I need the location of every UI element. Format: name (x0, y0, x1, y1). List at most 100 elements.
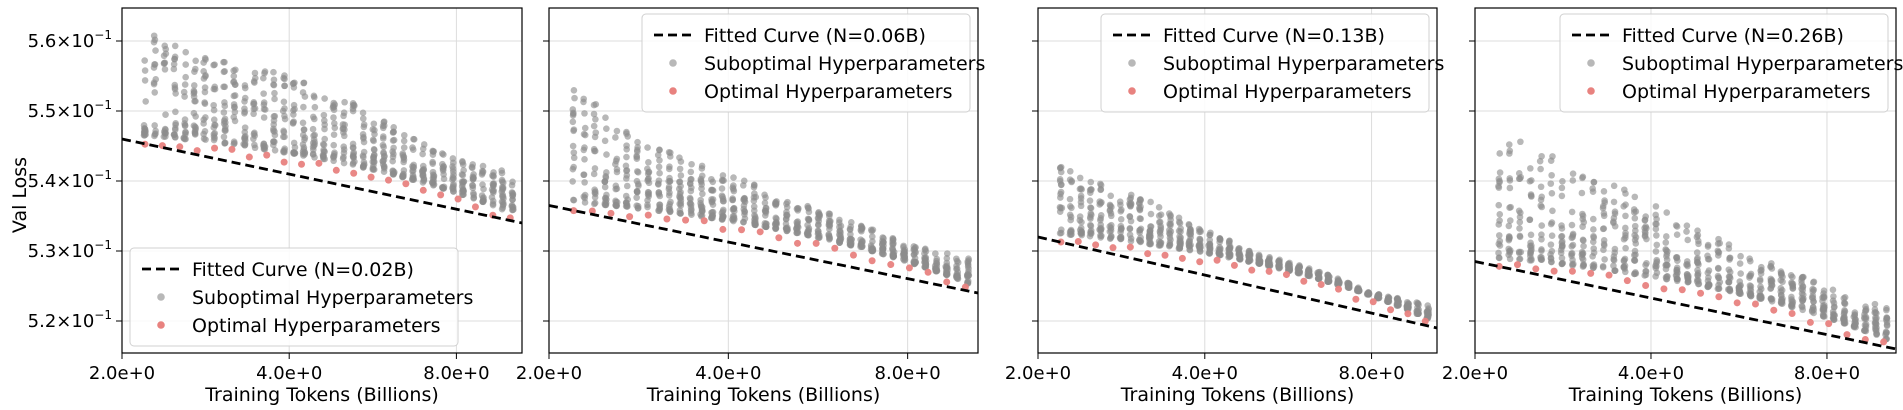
suboptimal-point (666, 201, 674, 208)
suboptimal-point (762, 223, 770, 231)
suboptimal-point (750, 203, 758, 210)
suboptimal-point (1506, 150, 1513, 157)
suboptimal-point (623, 203, 631, 210)
fitted-curve (1474, 260, 1897, 351)
suboptimal-point (470, 189, 477, 197)
suboptimal-point (1116, 234, 1124, 242)
y-tick-label: 5.2×10−1 (28, 308, 112, 332)
suboptimal-point (1538, 152, 1545, 160)
suboptimal-point (1789, 300, 1796, 308)
suboptimal-point (1167, 216, 1174, 224)
suboptimal-point (370, 120, 378, 128)
suboptimal-point (794, 229, 802, 237)
suboptimal-point (783, 203, 791, 211)
suboptimal-point (290, 149, 298, 157)
suboptimal-point (250, 78, 258, 85)
suboptimal-point (221, 140, 229, 147)
legend-suboptimal-swatch (157, 293, 165, 301)
suboptimal-point (826, 222, 833, 230)
suboptimal-point (1578, 189, 1586, 197)
optimal-point (1770, 306, 1778, 314)
suboptimal-point (190, 90, 198, 97)
suboptimal-point (301, 136, 308, 144)
suboptimal-point (192, 57, 199, 65)
suboptimal-point (1673, 271, 1681, 279)
suboptimal-point (170, 65, 178, 73)
suboptimal-point (509, 192, 517, 200)
suboptimal-point (1384, 298, 1392, 305)
suboptimal-point (182, 61, 190, 68)
suboptimal-point (1155, 212, 1163, 220)
suboptimal-point (868, 227, 876, 235)
suboptimal-point (1777, 291, 1785, 299)
suboptimal-point (1737, 252, 1744, 260)
suboptimal-point (1057, 229, 1065, 237)
suboptimal-point (590, 101, 598, 109)
suboptimal-point (1610, 214, 1618, 222)
suboptimal-point (410, 135, 417, 143)
suboptimal-point (1086, 186, 1094, 194)
fitted-curve (548, 204, 979, 295)
suboptimal-point (182, 128, 189, 136)
optimal-point (1126, 243, 1134, 251)
suboptimal-point (1196, 237, 1204, 244)
suboptimal-point (815, 234, 823, 241)
suboptimal-point (645, 168, 652, 176)
suboptimal-point (1496, 150, 1504, 157)
suboptimal-point (142, 131, 149, 138)
suboptimal-point (320, 111, 328, 119)
suboptimal-point (1840, 315, 1847, 323)
optimal-point (849, 251, 857, 259)
suboptimal-point (1146, 240, 1154, 248)
suboptimal-point (1662, 239, 1670, 246)
suboptimal-point (270, 76, 278, 84)
suboptimal-point (1107, 221, 1115, 229)
suboptimal-point (340, 159, 348, 167)
x-tick-label: 2.0e+0 (1005, 363, 1071, 384)
suboptimal-point (1747, 272, 1754, 279)
suboptimal-point (479, 197, 487, 205)
suboptimal-point (1830, 299, 1838, 307)
suboptimal-point (719, 177, 726, 185)
legend-entry: Suboptimal Hyperparameters (704, 53, 985, 75)
suboptimal-point (1215, 246, 1223, 253)
suboptimal-point (1087, 215, 1094, 222)
suboptimal-point (1599, 204, 1607, 212)
suboptimal-point (1653, 215, 1660, 223)
suboptimal-point (1087, 178, 1095, 186)
suboptimal-point (1673, 277, 1681, 285)
optimal-point (775, 234, 783, 242)
suboptimal-point (762, 194, 769, 201)
suboptimal-point (371, 151, 378, 159)
fitted-curve (1037, 235, 1438, 330)
suboptimal-point (686, 194, 694, 202)
suboptimal-point (943, 262, 951, 270)
suboptimal-point (634, 138, 641, 146)
optimal-point (1352, 295, 1360, 303)
suboptimal-point (644, 203, 651, 211)
suboptimal-point (1851, 317, 1859, 325)
suboptimal-point (181, 120, 188, 127)
optimal-point (1092, 241, 1100, 249)
suboptimal-point (390, 144, 397, 152)
suboptimal-point (601, 178, 609, 185)
suboptimal-point (150, 79, 158, 86)
suboptimal-point (613, 127, 621, 135)
suboptimal-point (260, 105, 268, 113)
suboptimal-point (260, 142, 267, 150)
suboptimal-point (241, 94, 249, 102)
suboptimal-point (1538, 222, 1546, 229)
suboptimal-point (1505, 222, 1513, 230)
suboptimal-point (250, 135, 257, 143)
y-tick-label: 5.4×10−1 (28, 168, 112, 192)
x-tick-label: 4.0e+0 (695, 363, 761, 384)
suboptimal-point (210, 116, 218, 124)
optimal-point (905, 264, 913, 272)
suboptimal-point (676, 209, 684, 217)
suboptimal-point (160, 60, 168, 67)
legend-suboptimal-swatch (1587, 59, 1595, 67)
suboptimal-point (1537, 165, 1544, 173)
suboptimal-point (1506, 177, 1514, 184)
suboptimal-point (270, 138, 277, 145)
suboptimal-point (1495, 175, 1503, 183)
